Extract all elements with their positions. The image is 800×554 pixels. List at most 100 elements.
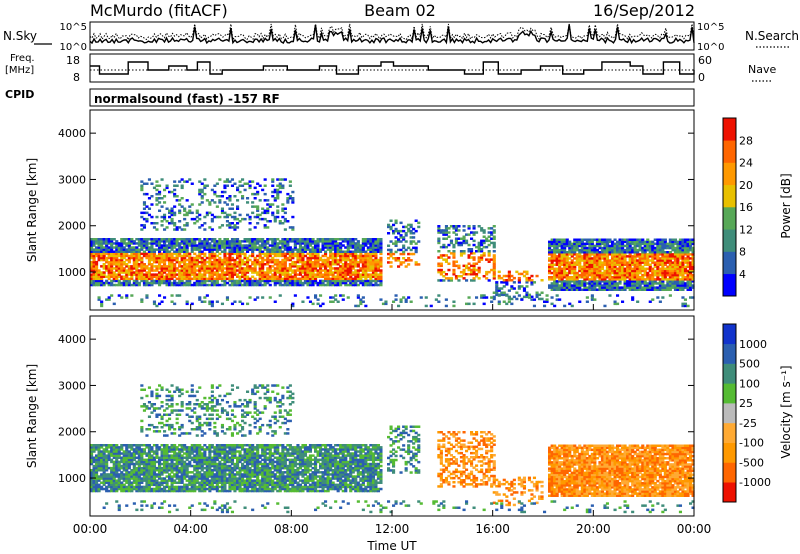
- velocity-cell: [95, 462, 99, 466]
- power-cell: [336, 300, 340, 303]
- power-cell: [142, 211, 147, 215]
- power-cell: [603, 253, 607, 256]
- power-cell: [616, 242, 620, 246]
- power-cell: [251, 250, 255, 253]
- power-cell: [605, 238, 610, 241]
- power-cell: [160, 265, 164, 268]
- power-cell: [364, 281, 368, 285]
- power-cell: [593, 253, 597, 256]
- power-cell: [623, 273, 627, 277]
- power-cell: [329, 273, 333, 276]
- power-cell: [283, 248, 287, 251]
- power-cell: [689, 265, 693, 269]
- power-cell: [137, 283, 141, 287]
- power-cell: [598, 240, 602, 244]
- power-cell: [241, 217, 245, 221]
- power-cell: [686, 238, 690, 241]
- power-cell: [193, 256, 197, 260]
- power-cell: [482, 302, 486, 306]
- power-colorbar-swatch: [723, 118, 736, 141]
- power-cell: [326, 244, 330, 247]
- power-cell: [676, 267, 680, 271]
- power-cell: [661, 257, 665, 260]
- power-cell: [190, 246, 194, 249]
- power-cell: [90, 281, 94, 285]
- power-cell: [90, 256, 94, 260]
- power-cell: [170, 300, 174, 303]
- power-cell: [444, 260, 449, 263]
- power-cell: [517, 287, 521, 290]
- power-cell: [336, 246, 340, 249]
- power-cell: [276, 205, 280, 208]
- power-cell: [150, 277, 154, 281]
- power-cell: [120, 277, 124, 281]
- power-colorbar-tick: 8: [739, 246, 746, 259]
- power-cell: [525, 281, 529, 284]
- power-cell: [603, 257, 607, 260]
- velocity-cell: [117, 473, 121, 476]
- power-cell: [452, 227, 456, 230]
- power-cell: [598, 282, 602, 285]
- velocity-cell: [122, 475, 126, 478]
- power-cell: [110, 260, 114, 264]
- power-cell: [500, 276, 504, 280]
- power-cell: [633, 265, 637, 269]
- power-cell: [492, 250, 496, 253]
- power-cell: [439, 229, 443, 232]
- power-cell: [656, 259, 660, 262]
- power-cell: [585, 273, 589, 277]
- power-cell: [210, 269, 214, 272]
- power-cell: [588, 286, 592, 289]
- power-cell: [97, 250, 101, 253]
- power-cell: [316, 271, 320, 274]
- power-cell: [678, 273, 683, 277]
- velocity-cell: [105, 481, 109, 484]
- power-cell: [578, 288, 582, 291]
- power-cell: [155, 256, 159, 260]
- power-cell: [666, 273, 670, 277]
- power-cell: [573, 286, 577, 289]
- power-cell: [598, 271, 602, 275]
- power-cell: [190, 267, 194, 270]
- power-cell: [188, 258, 192, 262]
- power-cell: [112, 260, 116, 264]
- power-cell: [397, 229, 401, 233]
- power-cell: [195, 258, 199, 262]
- velocity-cell: [107, 475, 111, 478]
- power-cell: [656, 276, 660, 279]
- cpid-text: normalsound (fast) -157 RF: [94, 92, 280, 106]
- power-cell: [558, 280, 562, 283]
- power-cell: [319, 248, 323, 251]
- power-cell: [621, 276, 625, 279]
- power-cell: [633, 261, 637, 264]
- power-cell: [618, 267, 622, 271]
- power-cell: [95, 269, 99, 272]
- power-cell: [102, 248, 106, 251]
- power-cell: [336, 277, 340, 281]
- power-cell: [301, 252, 305, 256]
- power-cell: [286, 273, 290, 276]
- power-cell: [266, 260, 270, 264]
- power-cell: [198, 254, 202, 258]
- power-cell: [137, 258, 141, 262]
- power-cell: [585, 288, 589, 291]
- power-cell: [117, 244, 121, 247]
- power-cell: [626, 246, 630, 250]
- power-cell: [278, 240, 282, 243]
- power-cell: [326, 260, 330, 264]
- power-cell: [550, 257, 554, 260]
- power-cell: [215, 250, 219, 253]
- power-cell: [668, 276, 672, 279]
- power-cell: [439, 268, 443, 272]
- power-cell: [195, 275, 199, 278]
- power-cell: [293, 240, 297, 243]
- power-cell: [210, 228, 214, 231]
- power-cell: [158, 197, 162, 200]
- power-cell: [608, 288, 612, 291]
- power-cell: [180, 279, 184, 283]
- power-cell: [558, 240, 562, 244]
- power-cell: [107, 265, 111, 268]
- power-cell: [361, 279, 365, 283]
- power-cell: [495, 291, 499, 294]
- power-cell: [369, 267, 373, 270]
